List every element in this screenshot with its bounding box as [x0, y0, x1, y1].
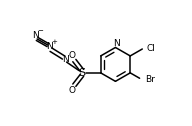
Text: N: N	[62, 55, 68, 64]
Text: N: N	[32, 31, 39, 40]
Text: Br: Br	[145, 75, 155, 84]
Text: N: N	[113, 39, 120, 48]
Text: N: N	[46, 42, 53, 51]
Text: Cl: Cl	[147, 44, 156, 53]
Text: S: S	[79, 68, 86, 78]
Text: O: O	[69, 51, 75, 60]
Text: O: O	[69, 86, 75, 95]
Text: +: +	[51, 39, 57, 45]
Text: −: −	[37, 28, 43, 34]
